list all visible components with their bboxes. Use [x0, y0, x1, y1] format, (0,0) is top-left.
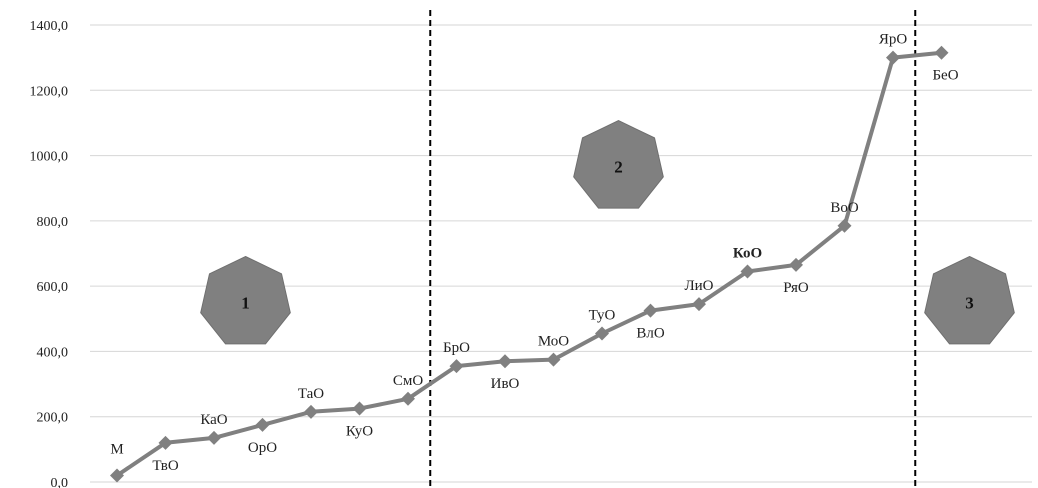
data-point — [934, 45, 949, 60]
data-point — [158, 435, 173, 450]
data-point — [546, 352, 561, 367]
zone-label: 2 — [614, 158, 623, 177]
y-tick-label: 800,0 — [37, 215, 69, 230]
heptagon-shape — [200, 255, 291, 345]
y-tick-label: 0,0 — [51, 476, 69, 488]
point-label: КоО — [733, 245, 762, 261]
data-point — [789, 257, 803, 272]
data-point — [352, 401, 367, 416]
y-tick-label: 1200,0 — [30, 84, 69, 99]
point-label: РяО — [783, 280, 809, 296]
series-path — [115, 50, 942, 478]
zone-2-marker: 2 — [573, 120, 664, 209]
data-point-labels: М ТвО КаО ОрО ТаО КуО СмО БрО ИвО МоО ТуО ВлО ЛиО КоО… — [110, 32, 958, 474]
point-label: ОрО — [248, 440, 277, 456]
point-label: ТуО — [589, 307, 616, 323]
data-point — [110, 468, 124, 483]
zone-label: 3 — [965, 293, 974, 312]
point-label: ИвО — [491, 376, 520, 392]
heptagon-shape — [573, 120, 664, 209]
point-label: КаО — [200, 412, 227, 428]
heptagon-shape — [924, 255, 1015, 345]
point-label: СмО — [393, 373, 423, 389]
zone-markers: 1 2 3 — [200, 120, 1015, 345]
point-label: ЯрО — [879, 32, 908, 48]
y-tick-label: 600,0 — [37, 280, 69, 295]
data-point — [498, 354, 512, 369]
data-point — [255, 417, 270, 432]
point-label: ТвО — [152, 458, 178, 474]
point-label: М — [110, 441, 123, 457]
data-points — [110, 45, 949, 483]
point-label: ВоО — [830, 200, 859, 216]
point-label: БеО — [932, 68, 958, 84]
data-point — [692, 297, 706, 312]
data-point — [304, 404, 318, 419]
y-tick-label: 200,0 — [37, 411, 69, 426]
zone-1-marker: 1 — [200, 255, 291, 345]
y-tick-label: 1000,0 — [30, 150, 69, 165]
point-label: БрО — [443, 340, 470, 356]
data-point — [837, 218, 852, 233]
data-point — [449, 359, 464, 374]
y-tick-label: 400,0 — [37, 345, 69, 360]
point-label: КуО — [346, 424, 373, 440]
zone-3-marker: 3 — [924, 255, 1015, 345]
y-tick-label: 1400,0 — [30, 19, 69, 34]
y-axis-tick-labels: 0,0 200,0 400,0 600,0 800,0 1000,0 1200,0 1400,… — [30, 19, 69, 488]
series-line — [115, 50, 942, 478]
data-point — [886, 50, 900, 65]
data-point — [740, 264, 755, 279]
point-label: ЛиО — [684, 278, 713, 294]
point-label: МоО — [538, 334, 569, 350]
data-point — [643, 303, 658, 318]
zone-label: 1 — [241, 293, 250, 312]
point-label: ТаО — [298, 386, 324, 402]
point-label: ВлО — [636, 326, 664, 342]
data-point — [207, 430, 221, 445]
data-point — [401, 391, 415, 406]
data-point — [595, 326, 609, 341]
zone-dividers — [429, 10, 917, 486]
gridlines — [90, 24, 1032, 483]
